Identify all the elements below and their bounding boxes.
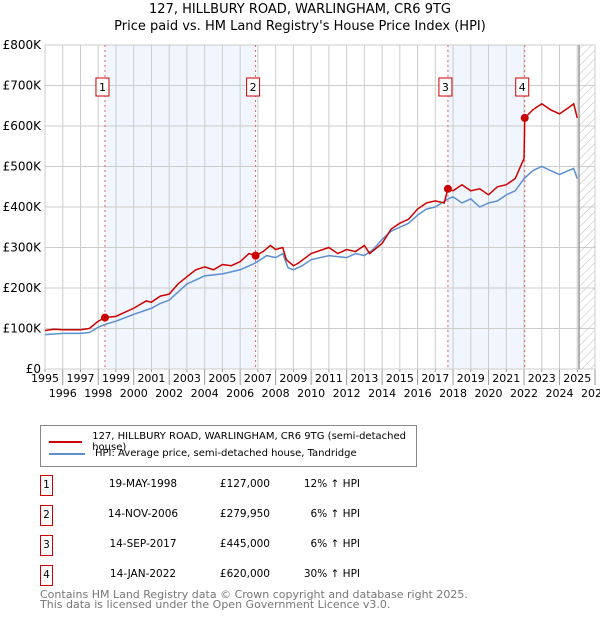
sale-point [443,184,452,193]
transaction-row: 1 19-MAY-1998 £127,000 12% ↑ HPI [40,475,400,496]
y-tick-label: £100K [3,322,43,336]
x-tick-label: 1996 [49,387,77,400]
plot-border [44,44,596,370]
x-tick-label: 2024 [546,387,574,400]
x-tick-label: 2025 [563,372,591,385]
x-tick-label: 2019 [457,372,485,385]
y-tick-label: £300K [3,241,43,255]
x-tick-label: 2020 [475,387,503,400]
x-tick-label: 1997 [66,372,94,385]
sale-marker-box [95,77,110,97]
sale-date: 14-SEP-2017 [109,538,177,550]
legend-swatch [49,441,83,443]
y-tick-label: £600K [3,119,43,133]
x-tick-label: 2002 [155,387,183,400]
footer-line: This data is licensed under the Open Gov… [40,598,391,611]
legend-item-property: 127, HILLBURY ROAD, WARLINGHAM, CR6 9TG … [49,431,416,453]
hpi-line [44,165,578,336]
sale-date: 14-NOV-2006 [107,508,179,520]
x-tick-label: 2026 [581,387,600,400]
marker-badge: 3 [40,535,53,556]
legend-label: HPI: Average price, semi-detached house,… [95,448,357,459]
x-tick-label: 2013 [350,372,378,385]
sale-price: £445,000 [219,538,270,550]
price-chart: 1995 1996 1997 1998 1999 2000 2001 2002 2003 2004… [3,38,600,400]
y-tick-label: £700K [3,79,43,93]
x-tick-label: 2010 [297,387,325,400]
legend-swatch [49,452,85,455]
y-tick-label: £200K [3,281,43,295]
x-tick-label: 2000 [120,387,148,400]
x-tick-label: 2006 [226,387,254,400]
hpi-change: 6% ↑ HPI [310,538,360,550]
legend-label: 127, HILLBURY ROAD, WARLINGHAM, CR6 9TG … [92,431,406,453]
x-tick-label: 1998 [84,387,112,400]
transaction-row: 2 14-NOV-2006 £279,950 6% ↑ HPI [40,505,400,526]
x-tick-label: 2005 [208,372,236,385]
sale-marker-label: 3 [442,81,449,94]
x-tick-label: 2009 [279,372,307,385]
sale-marker-label: 4 [519,81,526,94]
sale-price: £127,000 [219,478,270,490]
sale-price: £279,950 [219,508,270,520]
y-tick-label: £400K [3,200,43,214]
marker-badge: 1 [40,475,53,496]
x-tick-label: 2004 [191,387,219,400]
marker-badge: 2 [40,505,53,526]
x-tick-label: 2022 [510,387,538,400]
legend-item-hpi: HPI: Average price, semi-detached house,… [49,448,357,459]
sale-date: 19-MAY-1998 [108,478,178,490]
footer-line: Contains HM Land Registry data © Crown c… [40,588,468,601]
x-tick-label: 2015 [386,372,414,385]
chart-subtitle: Price paid vs. HM Land Registry's House … [114,19,486,34]
sale-marker-box [515,77,530,97]
y-tick-label: £500K [3,160,43,174]
transaction-row: 4 14-JAN-2022 £620,000 30% ↑ HPI [40,565,400,586]
x-tick-label: 2008 [262,387,290,400]
x-tick-label: 2021 [492,372,520,385]
x-tick-label: 2018 [439,387,467,400]
sale-point [251,251,260,260]
sale-marker-label: 2 [250,81,257,94]
y-tick-label: £800K [3,38,43,52]
x-tick-label: 2001 [137,372,165,385]
property-price-line [44,102,578,332]
x-tick-label: 2011 [315,372,343,385]
x-tick-label: 1995 [31,372,59,385]
hpi-change: 12% ↑ HPI [303,478,360,490]
hpi-change: 6% ↑ HPI [310,508,360,520]
sale-point [100,313,109,322]
x-tick-label: 2023 [528,372,556,385]
sale-date: 14-JAN-2022 [109,568,177,580]
x-tick-label: 2017 [421,372,449,385]
sale-price: £620,000 [219,568,270,580]
hpi-change: 30% ↑ HPI [303,568,360,580]
chart-title: 127, HILLBURY ROAD, WARLINGHAM, CR6 9TG [149,2,451,17]
x-tick-label: 2007 [244,372,272,385]
marker-badge: 4 [40,565,53,586]
x-tick-label: 2003 [173,372,201,385]
sale-marker-box [438,77,453,97]
legend: 127, HILLBURY ROAD, WARLINGHAM, CR6 9TG … [40,425,417,467]
sale-marker-label: 1 [99,81,106,94]
sale-marker-box [246,77,261,97]
x-tick-label: 1999 [102,372,130,385]
footer: Contains HM Land Registry data © Crown c… [40,588,468,611]
transaction-row: 3 14-SEP-2017 £445,000 6% ↑ HPI [40,535,400,556]
y-tick-label: £0 [26,362,41,376]
x-tick-label: 2016 [404,387,432,400]
x-tick-label: 2012 [333,387,361,400]
x-tick-label: 2014 [368,387,396,400]
sale-point [520,113,529,122]
